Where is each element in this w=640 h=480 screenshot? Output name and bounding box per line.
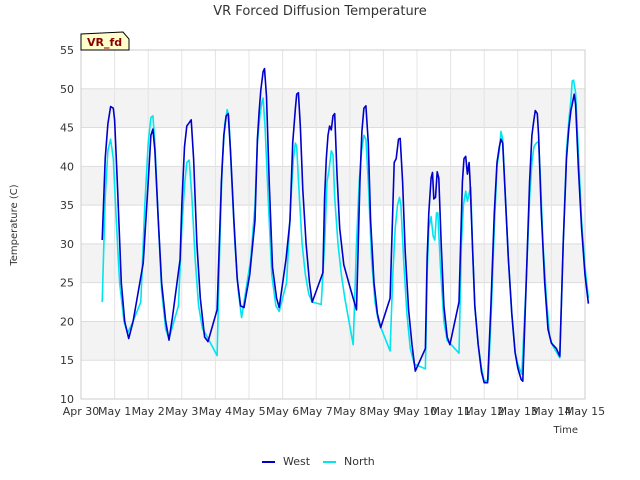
x-tick-label: May 6 (266, 405, 299, 418)
band-25 (81, 243, 585, 283)
band-15 (81, 321, 585, 361)
x-tick-label: Apr 30 (63, 405, 100, 418)
x-tick-label: May 7 (300, 405, 333, 418)
legend-label-west: West (283, 455, 311, 468)
y-tick-label: 55 (60, 44, 74, 57)
x-axis-label: Time (553, 425, 578, 436)
x-tick-label: May 12 (464, 405, 504, 418)
x-tick-label: May 1 (98, 405, 131, 418)
x-tick-label: May 8 (333, 405, 366, 418)
station-badge: VR_fd (80, 31, 130, 51)
y-tick-label: 20 (60, 315, 74, 328)
badge-label: VR_fd (87, 36, 122, 49)
x-tick-label: May 15 (565, 405, 605, 418)
chart-title: VR Forced Diffusion Temperature (213, 4, 427, 19)
y-tick-label: 15 (60, 354, 74, 367)
y-tick-labels: 10 15 20 25 30 35 40 45 50 55 (60, 44, 74, 406)
x-tick-label: May 2 (132, 405, 165, 418)
x-tick-label: May 3 (165, 405, 198, 418)
y-tick-label: 45 (60, 122, 74, 135)
x-tick-label: May 13 (498, 405, 538, 418)
plot-frame (80, 49, 586, 400)
plot-background-bands (81, 88, 585, 361)
x-tick-label: May 4 (199, 405, 232, 418)
y-tick-label: 30 (60, 238, 74, 251)
series-lines (101, 67, 590, 384)
x-tick-label: May 11 (430, 405, 470, 418)
legend-label-north: North (344, 455, 375, 468)
y-tick-label: 40 (60, 160, 74, 173)
y-tick-label: 35 (60, 199, 74, 212)
y-tick-label: 25 (60, 277, 74, 290)
x-tick-label: May 14 (531, 405, 571, 418)
x-tick-label: May 5 (232, 405, 265, 418)
y-tick-label: 50 (60, 83, 74, 96)
x-tick-label: May 9 (367, 405, 400, 418)
legend: West North (262, 455, 375, 468)
series-line-west (101, 67, 590, 384)
badge-box (80, 31, 130, 51)
y-axis-label: Temperature (C) (9, 184, 20, 266)
x-tick-label: May 10 (397, 405, 437, 418)
y-tick-label: 10 (60, 393, 74, 406)
